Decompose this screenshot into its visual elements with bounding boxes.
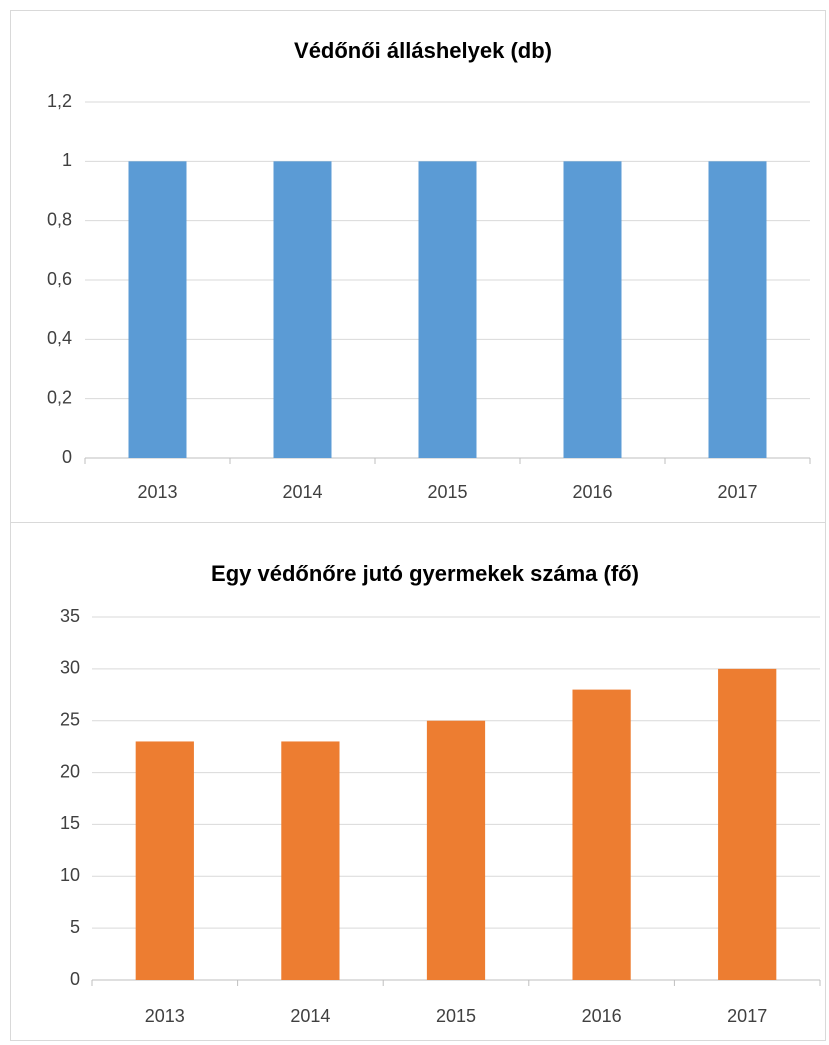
bar (563, 161, 622, 459)
bar (281, 741, 340, 980)
y-tick-label: 0,6 (47, 269, 72, 289)
y-tick-label: 0,4 (47, 328, 72, 348)
chart-frame (10, 522, 826, 1041)
y-tick-label: 10 (60, 865, 80, 885)
x-tick-label: 2017 (717, 482, 757, 502)
x-tick-label: 2017 (727, 1006, 767, 1026)
y-tick-label: 0,8 (47, 209, 72, 229)
x-tick-label: 2013 (137, 482, 177, 502)
bar (135, 741, 194, 980)
x-tick-label: 2014 (282, 482, 322, 502)
y-tick-label: 1,2 (47, 91, 72, 111)
bar (418, 161, 477, 459)
bar (572, 689, 631, 980)
bar (718, 668, 777, 980)
chart-title: Védőnői álláshelyek (db) (294, 38, 552, 63)
y-tick-label: 1 (62, 150, 72, 170)
y-tick-label: 0 (62, 447, 72, 467)
y-tick-label: 15 (60, 813, 80, 833)
x-tick-label: 2013 (145, 1006, 185, 1026)
y-tick-label: 35 (60, 606, 80, 626)
bar (708, 161, 767, 459)
y-tick-label: 25 (60, 709, 80, 729)
bar (128, 161, 187, 459)
bar (273, 161, 332, 459)
y-tick-label: 5 (70, 917, 80, 937)
x-tick-label: 2014 (290, 1006, 330, 1026)
chart-title: Egy védőnőre jutó gyermekek száma (fő) (211, 561, 639, 586)
y-tick-label: 30 (60, 658, 80, 678)
y-tick-label: 0,2 (47, 387, 72, 407)
x-tick-label: 2015 (427, 482, 467, 502)
y-tick-label: 0 (70, 969, 80, 989)
x-tick-label: 2015 (436, 1006, 476, 1026)
x-tick-label: 2016 (582, 1006, 622, 1026)
x-tick-label: 2016 (572, 482, 612, 502)
y-tick-label: 20 (60, 761, 80, 781)
bar (426, 720, 486, 980)
